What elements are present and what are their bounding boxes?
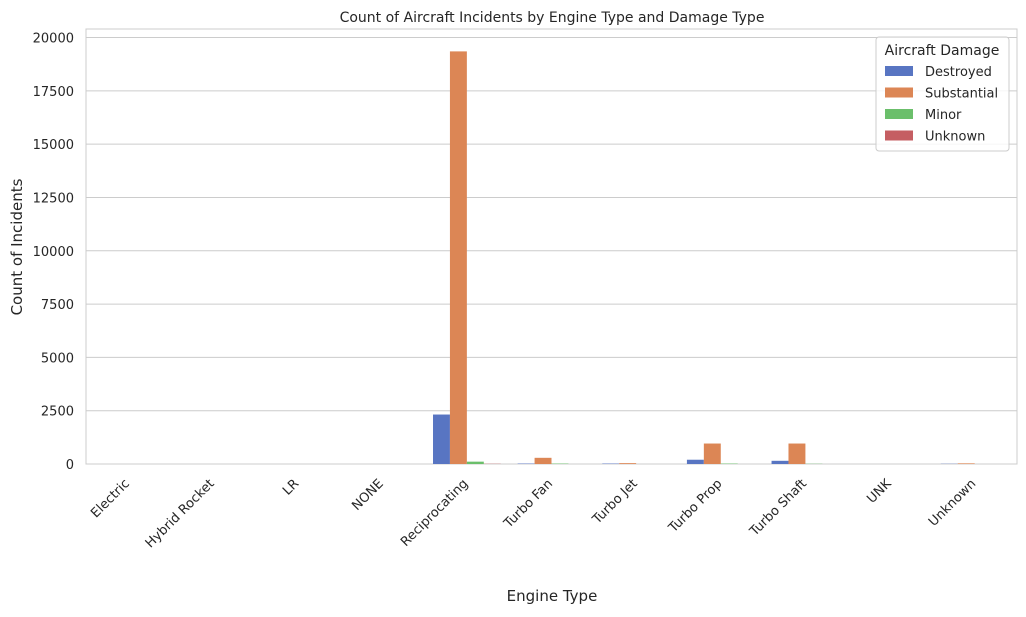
y-tick-label: 2500: [41, 405, 74, 420]
legend-swatch-substantial: [885, 88, 913, 98]
y-tick-label: 15000: [33, 138, 74, 153]
y-tick-label: 20000: [33, 32, 74, 47]
legend: Aircraft Damage Destroyed Substantial Mino…: [876, 37, 1009, 151]
legend-label-unknown: Unknown: [925, 130, 985, 145]
bar-minor-reciprocating: [467, 462, 484, 464]
legend-label-destroyed: Destroyed: [925, 65, 992, 80]
bar-substantial-turbo-fan: [535, 458, 552, 464]
y-axis-label: Count of Incidents: [8, 178, 26, 315]
bar-substantial-reciprocating: [450, 51, 467, 464]
y-tick-label: 0: [66, 458, 74, 473]
legend-swatch-minor: [885, 109, 913, 119]
bar-substantial-unknown: [958, 463, 975, 464]
y-tick-label: 7500: [41, 298, 74, 313]
bar-destroyed-reciprocating: [433, 415, 450, 464]
bar-destroyed-turbo-shaft: [772, 461, 789, 464]
bar-substantial-turbo-prop: [704, 444, 721, 464]
legend-swatch-unknown: [885, 131, 913, 141]
legend-label-substantial: Substantial: [925, 87, 998, 102]
y-tick-label: 17500: [33, 85, 74, 100]
bar-substantial-turbo-shaft: [788, 444, 805, 464]
y-tick-label: 10000: [33, 245, 74, 260]
y-tick-label: 5000: [41, 351, 74, 366]
legend-label-minor: Minor: [925, 108, 962, 123]
bar-substantial-turbo-jet: [619, 463, 636, 464]
chart-title: Count of Aircraft Incidents by Engine Ty…: [340, 10, 765, 26]
bar-destroyed-turbo-prop: [687, 460, 704, 464]
legend-swatch-destroyed: [885, 66, 913, 76]
x-axis-label: Engine Type: [507, 587, 598, 605]
y-tick-label: 12500: [33, 191, 74, 206]
legend-title: Aircraft Damage: [885, 43, 1000, 59]
